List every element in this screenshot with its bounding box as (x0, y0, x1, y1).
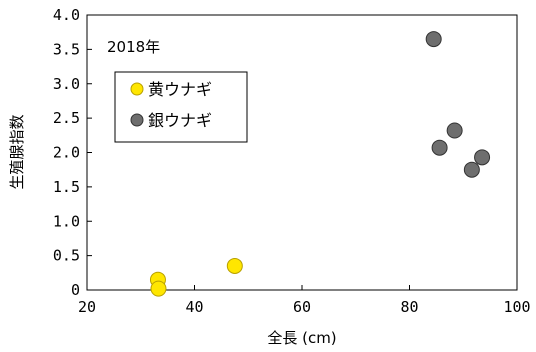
x-tick-label: 100 (503, 298, 530, 316)
y-tick-label: 1.5 (53, 178, 80, 196)
silver-eel-point (463, 161, 480, 178)
y-axis-label: 生殖腺指数 (8, 114, 26, 189)
y-tick-label: 3.0 (53, 75, 80, 93)
y-tick-label: 4.0 (53, 6, 80, 24)
silver-eel-point (446, 122, 463, 139)
x-tick-label: 80 (400, 298, 418, 316)
yellow-eel-point (150, 280, 167, 297)
x-axis-ticks: 20 40 60 80 100 (78, 285, 531, 316)
silver-eel-point (425, 31, 442, 48)
legend: 黄ウナギ 銀ウナギ (114, 71, 248, 143)
year-annotation: 2018年 (107, 38, 160, 56)
y-tick-label: 2.0 (53, 144, 80, 162)
legend-marker-yellow-eel (130, 82, 144, 96)
data-points (149, 31, 491, 297)
y-tick-label: 2.5 (53, 109, 80, 127)
y-tick-label: 0.5 (53, 247, 80, 265)
silver-eel-point (431, 139, 448, 156)
legend-marker-silver-eel (130, 113, 144, 127)
yellow-eel-point (226, 257, 243, 274)
x-tick-label: 40 (185, 298, 203, 316)
silver-eel-point (474, 149, 491, 166)
legend-label-silver-eel: 銀ウナギ (148, 111, 212, 130)
y-tick-label: 0 (71, 281, 80, 299)
y-axis-ticks: 0 0.5 1.0 1.5 2.0 2.5 3.0 3.5 4.0 (53, 6, 92, 299)
plot-area (86, 14, 518, 291)
legend-label-yellow-eel: 黄ウナギ (148, 80, 212, 99)
x-tick-label: 60 (293, 298, 311, 316)
x-tick-label: 20 (78, 298, 96, 316)
y-tick-label: 1.0 (53, 212, 80, 230)
x-axis-label: 全長 (cm) (267, 329, 336, 347)
y-tick-label: 3.5 (53, 40, 80, 58)
